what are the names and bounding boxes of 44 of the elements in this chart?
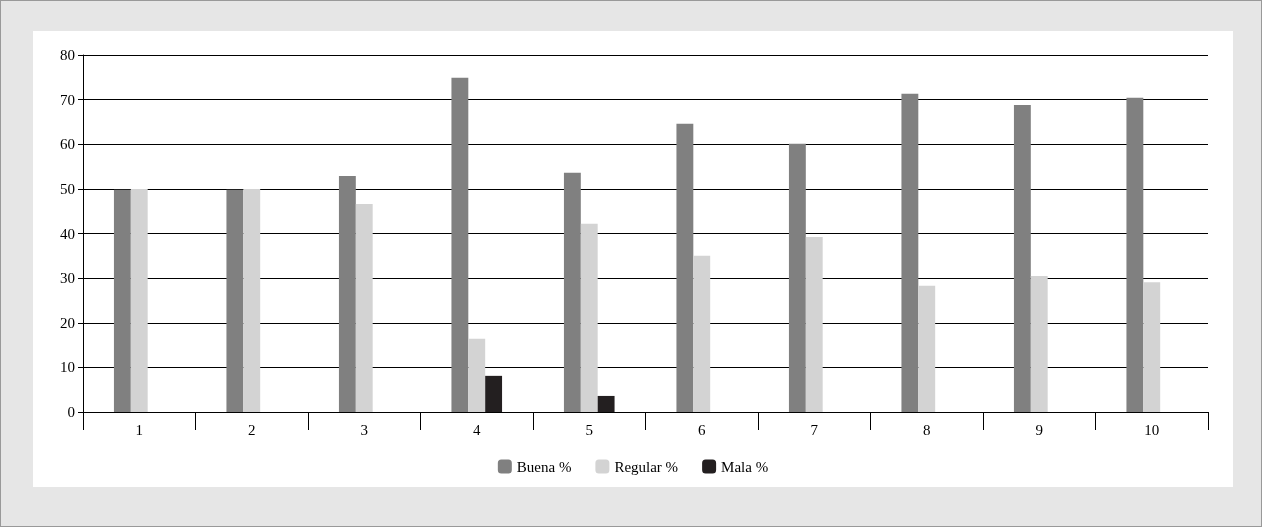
- y-tick-label: 0: [67, 404, 75, 420]
- bar: [226, 189, 244, 412]
- bar: [788, 143, 806, 412]
- x-tick-label: 5: [585, 421, 593, 438]
- bar: [1126, 97, 1144, 412]
- bar: [355, 204, 373, 412]
- bar: [1030, 275, 1048, 412]
- bar: [1143, 282, 1161, 412]
- bar: [243, 188, 261, 412]
- bar: [901, 93, 919, 412]
- y-tick-label: 80: [60, 47, 75, 63]
- x-tick-label: 1: [135, 421, 143, 438]
- x-tick-label: 3: [360, 421, 368, 438]
- y-tick-label: 70: [60, 91, 75, 108]
- y-tick-label: 60: [60, 136, 75, 153]
- legend-label: Buena %: [516, 458, 572, 475]
- y-tick-label: 30: [60, 270, 75, 287]
- bar: [918, 285, 936, 412]
- bar: [338, 175, 356, 412]
- bar: [676, 123, 694, 412]
- legend-label: Regular %: [614, 458, 679, 475]
- y-tick-label: 50: [60, 180, 75, 197]
- bar: [485, 375, 503, 412]
- bar: [113, 189, 131, 412]
- x-tick-label: 10: [1144, 421, 1160, 438]
- y-tick-label: 10: [60, 359, 75, 376]
- bar: [805, 237, 823, 412]
- bar: [468, 338, 486, 412]
- legend-label: Mala %: [721, 458, 769, 475]
- bar: [563, 172, 581, 412]
- bar: [580, 223, 598, 412]
- bar: [693, 255, 711, 412]
- x-tick-label: 8: [923, 421, 931, 438]
- x-tick-label: 4: [473, 421, 481, 438]
- y-tick-label: 20: [60, 314, 75, 331]
- y-tick-label: 40: [60, 225, 75, 242]
- x-tick-label: 9: [1035, 421, 1043, 438]
- bar: [597, 395, 615, 412]
- x-tick-label: 6: [698, 421, 706, 438]
- bar: [451, 77, 469, 412]
- bar: [130, 188, 148, 412]
- x-tick-label: 2: [248, 421, 256, 438]
- x-tick-label: 7: [810, 421, 819, 438]
- bar: [1013, 104, 1031, 412]
